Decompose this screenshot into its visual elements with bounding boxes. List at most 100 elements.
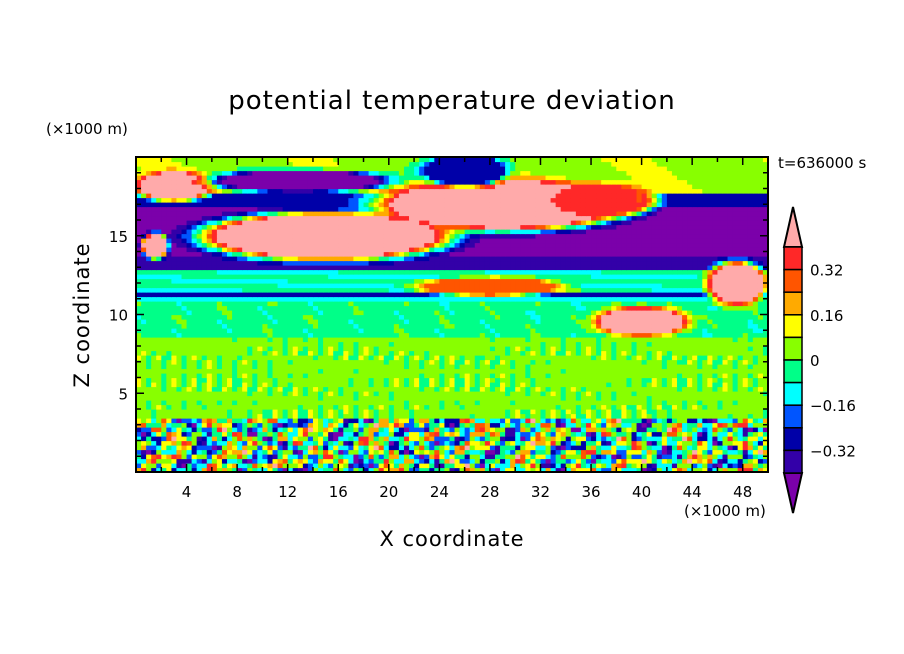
field-cell [494, 373, 501, 379]
field-cell [393, 463, 400, 469]
field-cell [242, 373, 248, 379]
field-cell [565, 292, 572, 298]
field-cell [520, 427, 526, 433]
field-cell [732, 359, 739, 365]
field-cell [196, 400, 203, 406]
field-cell [221, 346, 228, 352]
field-cell [717, 350, 724, 356]
field-cell [287, 391, 294, 397]
field-cell [277, 350, 284, 356]
field-cell [575, 449, 582, 455]
field-cell [591, 386, 597, 392]
field-cell [636, 431, 643, 437]
field-cell [247, 314, 253, 320]
field-cell [747, 355, 754, 361]
field-cell [535, 454, 542, 460]
field-cell [434, 346, 440, 352]
field-cell [161, 418, 167, 424]
field-cell [606, 368, 612, 374]
field-cell [666, 391, 673, 397]
field-cell [550, 395, 557, 401]
field-cell [287, 350, 294, 356]
field-cell [631, 395, 638, 401]
field-cell [540, 458, 547, 464]
field-cell [388, 319, 395, 325]
field-cell [722, 445, 729, 451]
field-cell [489, 418, 496, 424]
field-cell [449, 427, 456, 433]
field-cell [141, 454, 147, 460]
field-cell [181, 350, 188, 356]
field-cell [727, 404, 734, 410]
field-cell [388, 467, 395, 473]
field-cell [176, 395, 183, 401]
field-cell [146, 355, 152, 361]
field-cell [439, 328, 446, 334]
field-cell [328, 328, 334, 334]
field-cell [621, 458, 628, 464]
field-cell [424, 310, 430, 316]
field-cell [196, 436, 203, 442]
field-cell [616, 346, 622, 352]
field-cell [474, 449, 481, 455]
field-cell [328, 422, 334, 428]
field-cell [398, 458, 405, 464]
field-cell [257, 413, 263, 419]
field-cell [242, 319, 248, 325]
field-cell [343, 413, 349, 419]
field-cell [403, 418, 410, 424]
field-cell [697, 463, 703, 469]
field-cell [211, 395, 218, 401]
field-cell [626, 319, 633, 325]
field-cell [762, 377, 769, 383]
field-cell [575, 386, 582, 392]
field-cell [732, 463, 739, 469]
field-cell [707, 368, 713, 374]
field-cell [378, 418, 385, 424]
field-cell [383, 467, 390, 473]
field-cell [656, 445, 663, 451]
field-cell [671, 436, 678, 442]
field-cell [429, 440, 435, 446]
field-cell [237, 314, 243, 320]
field-cell [717, 418, 724, 424]
field-cell [505, 382, 511, 388]
field-cell [297, 368, 304, 374]
field-cell [307, 440, 314, 446]
field-cell [712, 413, 719, 419]
field-cell [191, 337, 198, 343]
field-cell [216, 382, 223, 388]
field-cell [692, 364, 698, 370]
field-cell [530, 337, 537, 343]
field-cell [757, 364, 764, 370]
field-cell [403, 427, 410, 433]
field-cell [510, 359, 516, 365]
field-cell [211, 319, 218, 325]
field-cell [186, 427, 193, 433]
field-cell [666, 427, 673, 433]
field-cell [560, 292, 567, 298]
field-cell [697, 409, 703, 415]
field-cell [146, 386, 152, 392]
field-cell [479, 305, 486, 311]
field-cell [540, 332, 547, 338]
field-cell [343, 404, 349, 410]
field-cell [414, 373, 420, 379]
field-cell [419, 377, 425, 383]
field-cell [383, 337, 390, 343]
field-cell [348, 310, 355, 316]
field-cell [565, 346, 572, 352]
field-cell [732, 436, 739, 442]
field-cell [146, 458, 152, 464]
field-cell [171, 368, 178, 374]
field-cell [712, 359, 719, 365]
field-cell [666, 440, 673, 446]
field-cell [151, 382, 157, 388]
field-cell [388, 391, 395, 397]
field-cell [591, 346, 597, 352]
field-cell [494, 400, 501, 406]
field-cell [469, 328, 476, 334]
field-cell [136, 373, 142, 379]
field-cell [742, 296, 749, 302]
field-cell [570, 359, 577, 365]
